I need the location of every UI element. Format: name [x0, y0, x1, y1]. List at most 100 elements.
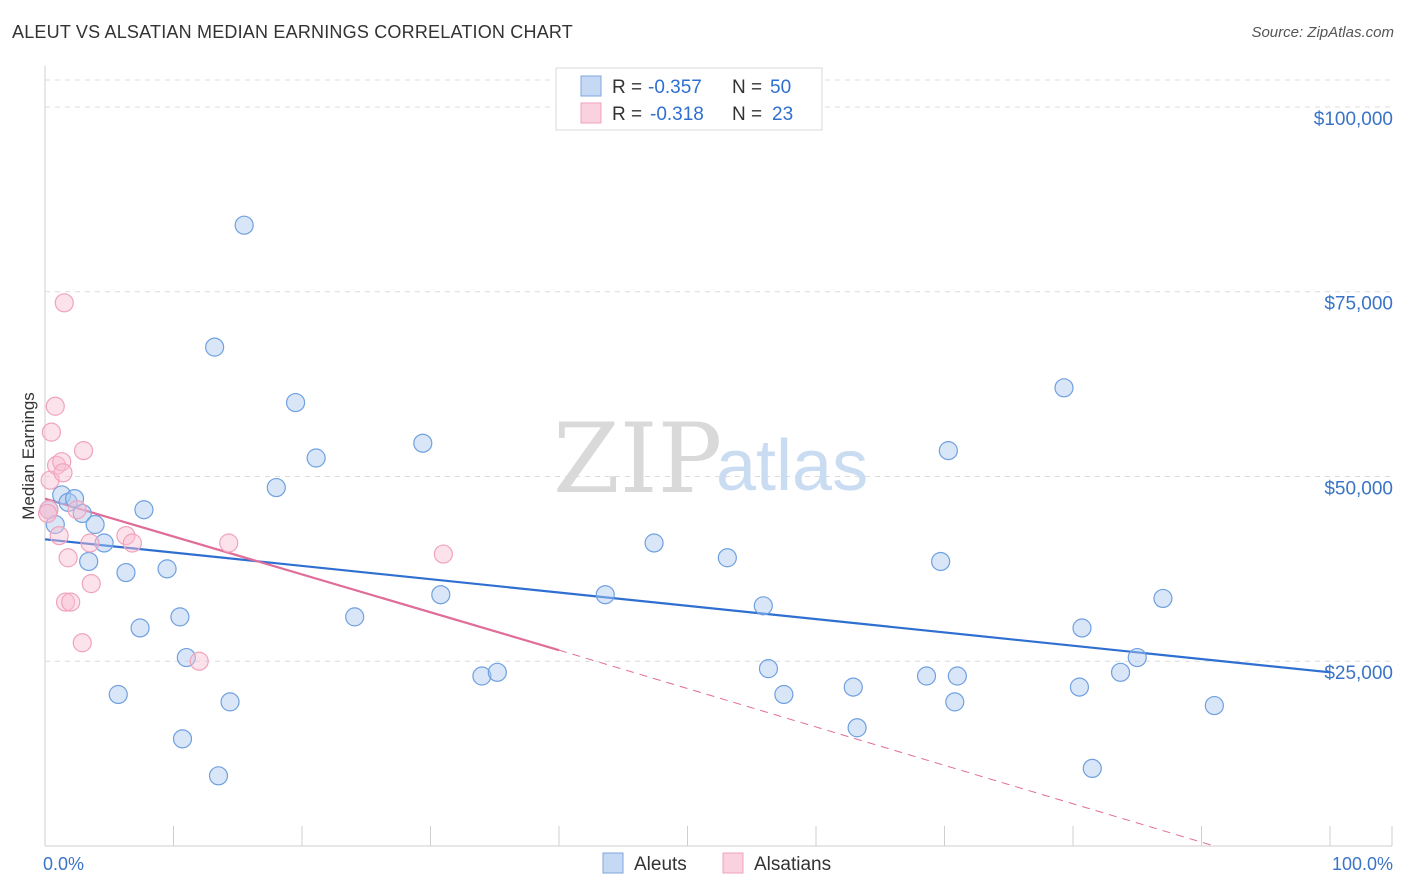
legend-n-value-alsatians: 23 — [772, 104, 793, 125]
aleut-point-41 — [947, 666, 967, 686]
alsatian-trend-line — [44, 497, 560, 652]
aleut-point-17 — [205, 337, 225, 357]
alsatian-point-13 — [72, 633, 92, 653]
y-axis-label: Median Earnings — [19, 392, 38, 520]
aleut-point-20 — [234, 215, 254, 235]
aleut-point-29 — [595, 585, 615, 605]
aleut-point-7 — [85, 514, 105, 535]
alsatian-point-17 — [116, 525, 136, 546]
aleut-point-6 — [79, 551, 99, 572]
legend-swatch-alsatians — [580, 102, 602, 124]
y-tick-label-2: $75,000 — [1324, 294, 1393, 315]
bottom-legend: Aleuts Alsatians — [602, 852, 831, 875]
alsatian-point-8 — [54, 293, 74, 313]
trend-lines — [44, 497, 1331, 847]
bottom-legend-alsatians: Alsatians — [754, 854, 831, 875]
bottom-legend-aleuts: Aleuts — [634, 854, 687, 875]
alsatian-point-7 — [53, 463, 73, 483]
alsatian-point-22 — [37, 503, 58, 524]
source-credit: Source: ZipAtlas.com — [1251, 24, 1394, 41]
y-tick-label-0: $25,000 — [1324, 663, 1393, 684]
aleut-point-24 — [345, 607, 365, 627]
alsatian-point-16 — [81, 574, 101, 594]
aleut-point-4 — [64, 489, 85, 509]
alsatian-point-3 — [45, 396, 65, 416]
aleut-point-28 — [487, 662, 507, 682]
aleut-point-13 — [157, 559, 177, 579]
aleut-point-37 — [916, 666, 937, 686]
aleut-point-33 — [758, 659, 779, 679]
aleut-point-44 — [1072, 618, 1092, 638]
axes — [44, 66, 1393, 847]
legend-n-label-aleuts: N = — [732, 77, 762, 98]
aleut-point-2 — [52, 485, 72, 505]
alsatian-point-10 — [58, 548, 78, 568]
data-points — [37, 215, 1224, 786]
x-tick-label-start: 0.0% — [43, 854, 84, 874]
x-axis-ticks: 0.0% 100.0% — [43, 854, 1393, 874]
aleut-point-45 — [1082, 758, 1102, 779]
alsatian-point-21 — [433, 544, 453, 564]
alsatian-point-4 — [46, 455, 67, 475]
aleut-point-19 — [220, 692, 240, 712]
alsatian-point-11 — [61, 592, 81, 612]
aleut-point-49 — [1204, 695, 1224, 716]
watermark: ZIP atlas — [553, 403, 868, 515]
aleut-point-25 — [413, 433, 433, 453]
legend-box: R = -0.357 N = 50 R = -0.318 N = 23 — [555, 67, 823, 131]
aleut-point-22 — [285, 392, 306, 413]
legend-r-label-aleuts: R = — [612, 77, 642, 98]
x-tick-label-end: 100.0% — [1332, 854, 1393, 874]
legend-swatch-aleuts — [580, 75, 602, 97]
aleut-point-38 — [931, 551, 951, 572]
y-tick-label-3: $100,000 — [1314, 109, 1393, 130]
legend-r-value-alsatians: -0.318 — [650, 104, 704, 125]
chart-title: ALEUT VS ALSATIAN MEDIAN EARNINGS CORREL… — [12, 22, 573, 42]
alsatian-point-12 — [67, 500, 87, 520]
aleut-point-30 — [644, 533, 664, 553]
aleut-point-47 — [1127, 647, 1147, 668]
alsatian-point-19 — [189, 651, 209, 671]
alsatian-point-5 — [49, 525, 69, 546]
alsatian-point-20 — [219, 533, 239, 553]
aleut-point-11 — [130, 618, 150, 638]
aleut-point-27 — [472, 666, 492, 686]
aleut-point-26 — [431, 585, 451, 605]
bottom-legend-swatch-aleuts — [602, 852, 624, 874]
bottom-legend-swatch-alsatians — [722, 852, 744, 874]
alsatian-trend-extension — [558, 649, 1215, 847]
aleut-point-35 — [843, 677, 863, 697]
alsatian-point-18 — [122, 533, 142, 553]
legend-r-value-aleuts: -0.357 — [648, 77, 702, 98]
aleut-point-5 — [72, 503, 92, 524]
aleut-point-31 — [717, 548, 737, 568]
alsatian-point-2 — [41, 422, 62, 442]
aleut-point-16 — [176, 647, 196, 668]
legend-r-label-alsatians: R = — [612, 104, 642, 125]
aleut-point-12 — [134, 500, 154, 520]
watermark-zip: ZIP — [553, 403, 722, 515]
aleut-point-32 — [753, 596, 773, 616]
aleut-point-36 — [847, 718, 867, 738]
aleut-point-34 — [774, 684, 794, 705]
alsatian-point-9 — [55, 592, 76, 612]
aleut-point-18 — [208, 766, 229, 786]
aleut-point-8 — [94, 533, 114, 553]
aleut-point-9 — [108, 684, 128, 705]
aleut-point-42 — [1054, 378, 1074, 398]
aleut-point-40 — [945, 692, 965, 712]
watermark-atlas: atlas — [716, 426, 868, 506]
y-axis-ticks: $25,000 $50,000 $75,000 $100,000 — [1314, 109, 1393, 684]
aleut-point-15 — [172, 729, 193, 749]
aleut-point-39 — [938, 441, 958, 461]
aleut-point-14 — [170, 607, 190, 627]
aleut-point-23 — [306, 448, 326, 468]
aleut-point-48 — [1153, 588, 1173, 609]
y-tick-label-1: $50,000 — [1324, 478, 1393, 499]
aleut-point-21 — [266, 477, 286, 498]
aleut-point-46 — [1110, 662, 1131, 682]
alsatian-point-14 — [73, 441, 94, 461]
gridlines — [45, 79, 1392, 662]
legend-n-label-alsatians: N = — [732, 104, 762, 125]
